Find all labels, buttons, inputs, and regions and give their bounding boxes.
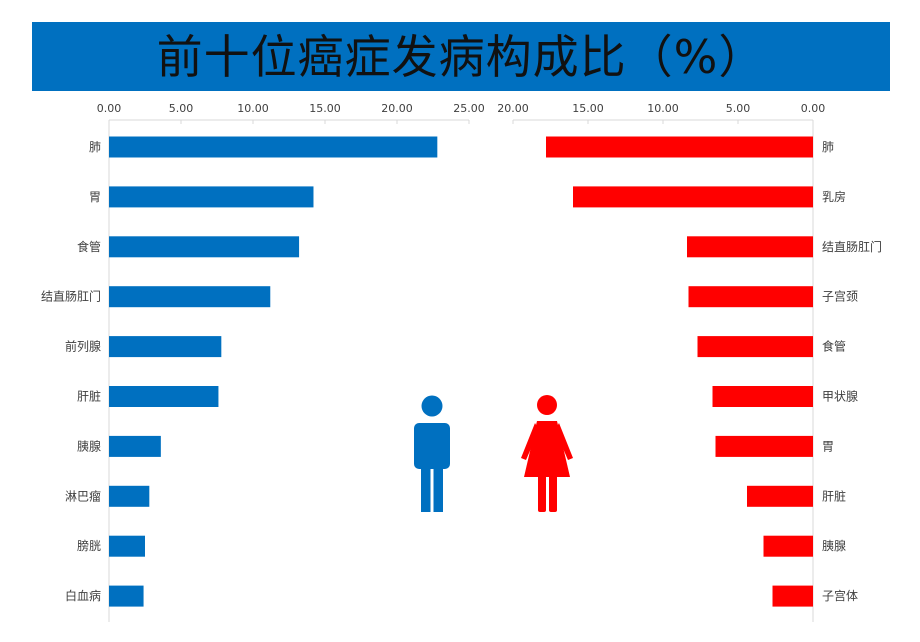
female-bar [715,435,813,457]
male-bar [109,585,144,607]
male-category-label: 膀胱 [77,538,101,553]
chart-title: 前十位癌症发病构成比（%） [156,29,766,84]
female-category-label: 子宫颈 [822,289,858,304]
female-bar [772,585,813,607]
female-bar [688,286,813,308]
female-category-label: 胰腺 [822,539,846,553]
male-bar [109,336,222,358]
left-tick-label: 10.00 [237,102,269,115]
female-category-label: 甲状腺 [822,390,858,404]
female-category-label: 胃 [822,439,834,453]
female-category-label: 子宫体 [822,588,858,603]
female-bar [747,485,813,507]
title-banner: 前十位癌症发病构成比（%） [32,22,890,91]
left-tick-label: 15.00 [309,102,341,115]
female-category-label: 肝脏 [822,488,846,503]
female-bar [573,186,813,208]
male-category-label: 白血病 [65,588,101,603]
male-category-label: 前列腺 [65,339,101,354]
male-bar [109,386,219,407]
left-tick-label: 25.00 [453,102,485,115]
female-category-label: 乳房 [822,189,846,204]
male-category-label: 胰腺 [77,439,101,453]
male-category-label: 肝脏 [77,389,101,404]
male-person-icon [414,395,450,512]
male-bar [109,435,161,457]
male-category-label: 结直肠肛门 [41,289,101,304]
male-category-label: 胃 [89,190,101,204]
male-category-label: 食管 [77,239,101,254]
female-bar [712,386,813,407]
male-bar [109,136,438,158]
right-tick-label: 20.00 [497,102,529,115]
female-bar [687,236,813,258]
right-tick-label: 0.00 [801,102,826,115]
left-tick-label: 5.00 [169,102,194,115]
male-bar [109,485,150,507]
female-bar [697,336,813,358]
male-category-label: 肺 [89,140,101,154]
male-category-label: 淋巴瘤 [65,488,101,503]
male-bar [109,286,271,308]
left-tick-label: 20.00 [381,102,413,115]
female-category-label: 结直肠肛门 [822,239,882,254]
right-tick-label: 15.00 [572,102,604,115]
left-tick-label: 0.00 [97,102,122,115]
female-category-label: 肺 [822,140,834,154]
male-bar [109,535,145,557]
right-tick-label: 5.00 [726,102,751,115]
female-bar [763,535,813,557]
female-bar [546,136,813,158]
male-bar [109,186,314,208]
right-tick-label: 10.00 [647,102,679,115]
male-bar [109,236,300,258]
female-category-label: 食管 [822,339,846,354]
female-person-icon [521,395,573,512]
